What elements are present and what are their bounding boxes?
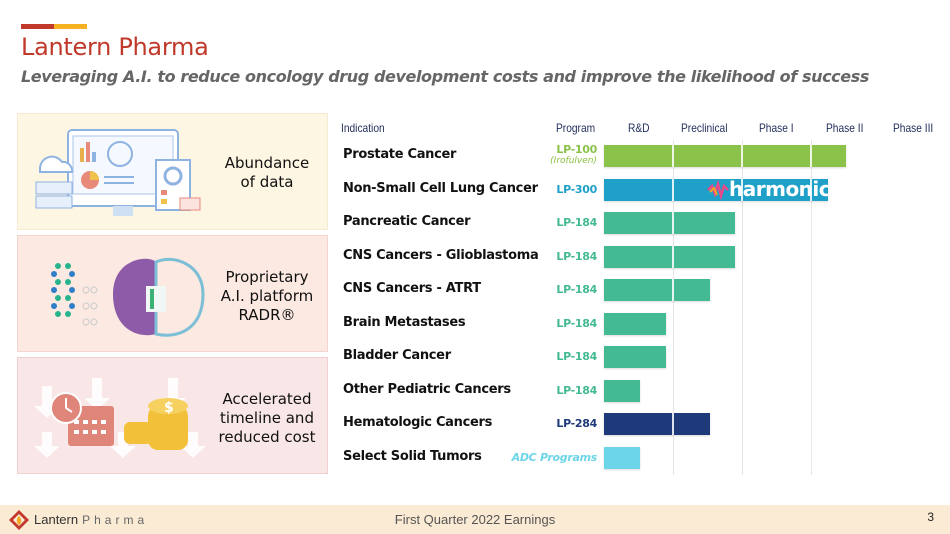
header-stage-rd: R&D (628, 121, 650, 135)
panel-ai-platform: Proprietary A.I. platform RADR® (17, 235, 328, 352)
indication-label: Select Solid Tumors (343, 448, 482, 464)
panel-line: of data (240, 173, 294, 191)
indication-label: Hematologic Cancers (343, 415, 493, 430)
header-stage-phase1: Phase I (759, 121, 794, 135)
footer-brand-name: Lantern (34, 512, 79, 527)
program-label: LP-184 (556, 383, 597, 397)
header-program: Program (556, 121, 596, 135)
indication-label: Pancreatic Cancer (343, 214, 471, 229)
program-label: LP-184 (556, 216, 597, 229)
header-stage-phase3: Phase III (893, 121, 934, 135)
progress-bar (604, 245, 736, 268)
accent-yellow (54, 24, 87, 29)
accent-bar (21, 24, 87, 29)
progress-bar (604, 379, 640, 402)
ai-brain-icon (51, 257, 205, 337)
panel-text-abundance: Abundance of data (215, 154, 319, 192)
bar-stage-divider (741, 178, 743, 201)
harmonic-logo: harmonic (707, 176, 831, 201)
bar-stage-divider (672, 212, 674, 234)
page-number: 3 (927, 510, 934, 524)
header-indication: Indication (341, 121, 385, 135)
progress-bar (604, 446, 640, 469)
panel-line: timeline and (220, 409, 314, 427)
bar-stage-divider (672, 279, 674, 301)
svg-text:$: $ (164, 400, 174, 416)
bar-stage-divider (672, 245, 674, 268)
indication-label: CNS Cancers - Glioblastoma (343, 247, 539, 263)
footer: Lantern Pharma First Quarter 2022 Earning… (0, 505, 950, 534)
program-label: LP-184 (556, 350, 597, 363)
indication-label: Bladder Cancer (343, 348, 451, 363)
panel-line: Proprietary (225, 268, 309, 286)
program-label: LP-184 (556, 249, 597, 263)
header-stage-phase2: Phase II (826, 121, 864, 135)
panel-line: RADR® (238, 306, 296, 324)
footer-brand: Lantern Pharma (34, 512, 148, 527)
progress-bar (604, 279, 710, 301)
footer-title: First Quarter 2022 Earnings (394, 512, 556, 527)
program-label: LP-184 (556, 316, 597, 330)
panel-accelerated-timeline: $ Accelerated timeline and reduced cost (17, 357, 328, 474)
panel-line: reduced cost (218, 428, 316, 446)
stage-gridline (742, 140, 743, 475)
panel-text-accelerated: Accelerated timeline and reduced cost (215, 390, 319, 447)
footer-brand-suffix: Pharma (82, 513, 149, 527)
indication-label: Other Pediatric Cancers (343, 381, 511, 397)
bar-stage-divider (672, 145, 674, 167)
page-title: Lantern Pharma (21, 33, 209, 61)
panel-abundance-of-data: Abundance of data (17, 113, 328, 230)
program-label: LP-184 (556, 283, 597, 296)
indication-label: Non-Small Cell Lung Cancer (343, 180, 538, 196)
progress-bar (604, 346, 667, 368)
panel-text-ai-platform: Proprietary A.I. platform RADR® (215, 268, 319, 325)
progress-bar (604, 312, 667, 335)
progress-bar (604, 212, 736, 234)
bar-stage-divider (672, 178, 674, 201)
header-stage-preclinical: Preclinical (681, 121, 728, 135)
page-subtitle: Leveraging A.I. to reduce oncology drug … (21, 67, 869, 86)
indication-label: Prostate Cancer (343, 147, 457, 162)
panel-line: Accelerated (222, 390, 312, 408)
calendar-coins-icon: $ (34, 378, 206, 458)
bar-stage-divider (741, 145, 743, 167)
panel-line: Abundance (224, 154, 310, 172)
program-label: LP-100 (556, 143, 597, 156)
bar-stage-divider (810, 145, 812, 167)
indication-label: CNS Cancers - ATRT (343, 281, 481, 296)
panel-line: A.I. platform (220, 287, 314, 305)
program-sublabel: (Irofulven) (550, 156, 597, 166)
data-dashboard-icon (35, 129, 201, 216)
stage-gridline (811, 140, 812, 475)
lantern-logo-icon (9, 510, 29, 530)
harmonic-logo-text: harmonic (729, 176, 831, 201)
indication-label: Brain Metastases (343, 314, 466, 330)
stage-gridline (673, 140, 674, 475)
program-label: LP-284 (556, 417, 597, 430)
progress-bar (604, 145, 846, 167)
harmonic-wave-icon (707, 178, 729, 201)
bar-stage-divider (810, 178, 812, 201)
progress-bar (604, 413, 710, 435)
program-label: ADC Programs (511, 450, 598, 464)
program-label: LP-300 (556, 182, 597, 196)
bar-stage-divider (672, 413, 674, 435)
accent-red (21, 24, 54, 29)
